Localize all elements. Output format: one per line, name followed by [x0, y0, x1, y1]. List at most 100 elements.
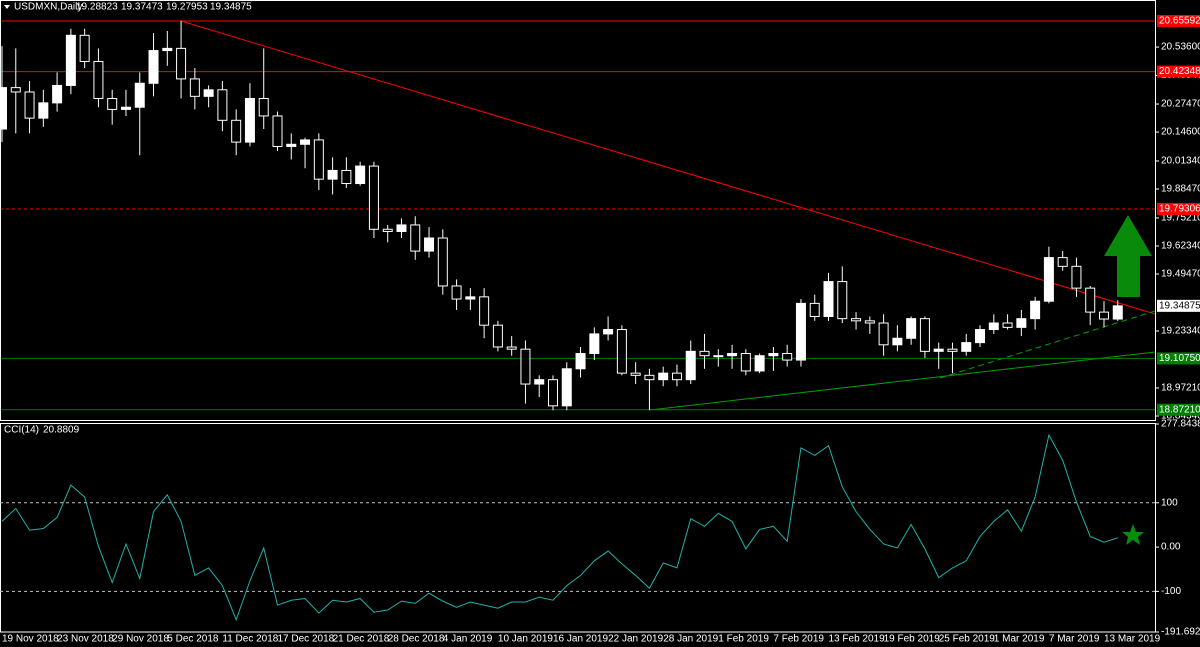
level-label-box	[1157, 352, 1200, 365]
candle-body	[465, 296, 476, 300]
candle-body	[727, 353, 738, 357]
candle-body	[603, 329, 614, 335]
level-label: 19.79306	[1159, 204, 1200, 215]
y-tick-label: 0.00	[1161, 542, 1181, 553]
y-tick-label: 18.97210	[1161, 383, 1200, 394]
candle-body	[93, 60, 104, 100]
x-tick-label: 28 Jan 2019	[663, 634, 718, 645]
candle-body	[658, 372, 669, 381]
candle-body	[878, 322, 889, 346]
candle-body	[1016, 318, 1027, 328]
candle-body	[10, 87, 21, 93]
x-tick-label: 11 Dec 2018	[222, 634, 278, 645]
candle-body	[79, 34, 90, 62]
candle-body	[492, 324, 503, 348]
candle-body	[217, 89, 228, 121]
candle-body	[203, 89, 214, 97]
candle-body	[1057, 257, 1068, 267]
red-trendline	[180, 20, 1156, 315]
candle-body	[231, 119, 242, 143]
candle-body	[258, 98, 269, 117]
y-tick-label: 19.49470	[1161, 269, 1200, 280]
y-tick-label: 18.84340	[1161, 411, 1200, 422]
level-label: 20.42348	[1159, 66, 1200, 77]
header-open: 19.28823	[76, 2, 118, 13]
candle-body	[368, 165, 379, 230]
candle-body	[451, 285, 462, 300]
candle-body	[300, 139, 311, 145]
symbol-title: USDMXN,Daily	[14, 2, 82, 13]
candle-body	[919, 318, 930, 352]
x-tick-label: 4 Jan 2019	[443, 634, 493, 645]
candle-body	[851, 318, 862, 322]
candle-body	[134, 82, 145, 108]
x-tick-label: 25 Feb 2019	[939, 634, 996, 645]
level-label-box	[1157, 14, 1200, 27]
menu-triangle	[4, 5, 10, 9]
candle-body	[699, 350, 710, 357]
candle-body	[754, 355, 765, 372]
x-tick-label: 7 Feb 2019	[773, 634, 824, 645]
candle-body	[548, 379, 558, 407]
header-low: 19.27953	[166, 2, 208, 13]
candle-body	[768, 353, 779, 357]
y-tick-label: 277.8438	[1161, 419, 1200, 430]
candle-body	[947, 348, 958, 352]
candle-body	[561, 368, 572, 407]
y-tick-label: -100	[1161, 586, 1181, 597]
candle-body	[961, 342, 972, 352]
candle-body	[1085, 287, 1096, 313]
candle-body	[616, 329, 627, 374]
level-label: 18.87210	[1159, 404, 1200, 415]
green-trendline	[649, 351, 1156, 411]
x-tick-label: 10 Jan 2019	[498, 634, 553, 645]
candle-body	[0, 87, 7, 130]
drawings	[0, 5, 1156, 545]
candle-body	[988, 322, 999, 331]
candle-body	[107, 98, 118, 110]
x-tick-label: 22 Jan 2019	[608, 634, 663, 645]
candle-body	[1002, 322, 1013, 328]
candle-body	[410, 224, 421, 252]
candle-body	[975, 329, 986, 344]
candle-body	[671, 372, 682, 381]
y-tick-label: 20.27470	[1161, 99, 1200, 110]
candle-body	[809, 302, 820, 317]
candle-body	[1030, 300, 1041, 320]
x-tick-label: 19 Feb 2019	[884, 634, 941, 645]
candle-body	[906, 318, 917, 339]
x-tick-label: 13 Mar 2019	[1104, 634, 1161, 645]
x-tick-label: 7 Mar 2019	[1049, 634, 1100, 645]
candle-body	[795, 302, 806, 361]
candle-body	[424, 237, 435, 252]
candle-body	[38, 102, 49, 119]
x-tick-label: 5 Dec 2018	[167, 634, 219, 645]
candle-body	[313, 139, 324, 180]
candle-body	[506, 346, 517, 350]
candle-body	[520, 348, 531, 385]
candle-body	[575, 353, 586, 370]
candle-body	[740, 353, 751, 372]
x-tick-label: 19 Nov 2018	[2, 634, 59, 645]
y-tick-label: 19.62340	[1161, 241, 1200, 252]
cci-line	[1, 433, 1118, 622]
indicator-panel-frame	[0, 423, 1156, 633]
x-tick-label: 13 Feb 2019	[829, 634, 886, 645]
y-tick-label: 19.88470	[1161, 184, 1200, 195]
candle-body	[341, 169, 352, 185]
level-label: 20.65592	[1159, 16, 1200, 27]
x-tick-label: 17 Dec 2018	[278, 634, 335, 645]
y-tick-label: 19.23340	[1161, 326, 1200, 337]
candle-body	[272, 115, 283, 147]
star	[1122, 524, 1144, 545]
level-label-box	[1157, 203, 1200, 216]
level-label-box	[1157, 65, 1200, 78]
candle-body	[396, 224, 407, 232]
candle-body	[24, 91, 35, 119]
candle-body	[437, 237, 448, 287]
candle-body	[1043, 257, 1054, 302]
candle-body	[1099, 311, 1109, 320]
